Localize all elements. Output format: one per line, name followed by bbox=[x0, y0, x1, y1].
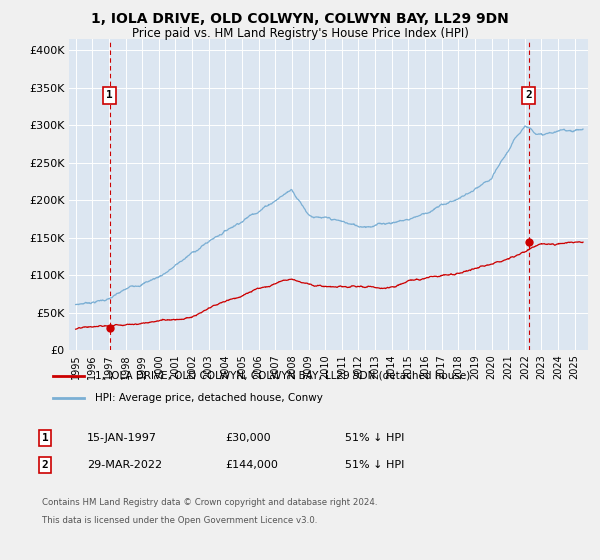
Text: 2: 2 bbox=[526, 90, 532, 100]
Text: 1, IOLA DRIVE, OLD COLWYN, COLWYN BAY, LL29 9DN (detached house): 1, IOLA DRIVE, OLD COLWYN, COLWYN BAY, L… bbox=[95, 371, 470, 381]
Text: 2: 2 bbox=[41, 460, 49, 470]
Text: 15-JAN-1997: 15-JAN-1997 bbox=[87, 433, 157, 443]
Text: 1: 1 bbox=[106, 90, 113, 100]
Text: This data is licensed under the Open Government Licence v3.0.: This data is licensed under the Open Gov… bbox=[42, 516, 317, 525]
Text: Contains HM Land Registry data © Crown copyright and database right 2024.: Contains HM Land Registry data © Crown c… bbox=[42, 498, 377, 507]
Text: 1: 1 bbox=[41, 433, 49, 443]
Text: £144,000: £144,000 bbox=[225, 460, 278, 470]
Text: £30,000: £30,000 bbox=[225, 433, 271, 443]
Text: HPI: Average price, detached house, Conwy: HPI: Average price, detached house, Conw… bbox=[95, 393, 323, 403]
Text: Price paid vs. HM Land Registry's House Price Index (HPI): Price paid vs. HM Land Registry's House … bbox=[131, 27, 469, 40]
Text: 51% ↓ HPI: 51% ↓ HPI bbox=[345, 433, 404, 443]
Text: 29-MAR-2022: 29-MAR-2022 bbox=[87, 460, 162, 470]
Text: 51% ↓ HPI: 51% ↓ HPI bbox=[345, 460, 404, 470]
Text: 1, IOLA DRIVE, OLD COLWYN, COLWYN BAY, LL29 9DN: 1, IOLA DRIVE, OLD COLWYN, COLWYN BAY, L… bbox=[91, 12, 509, 26]
